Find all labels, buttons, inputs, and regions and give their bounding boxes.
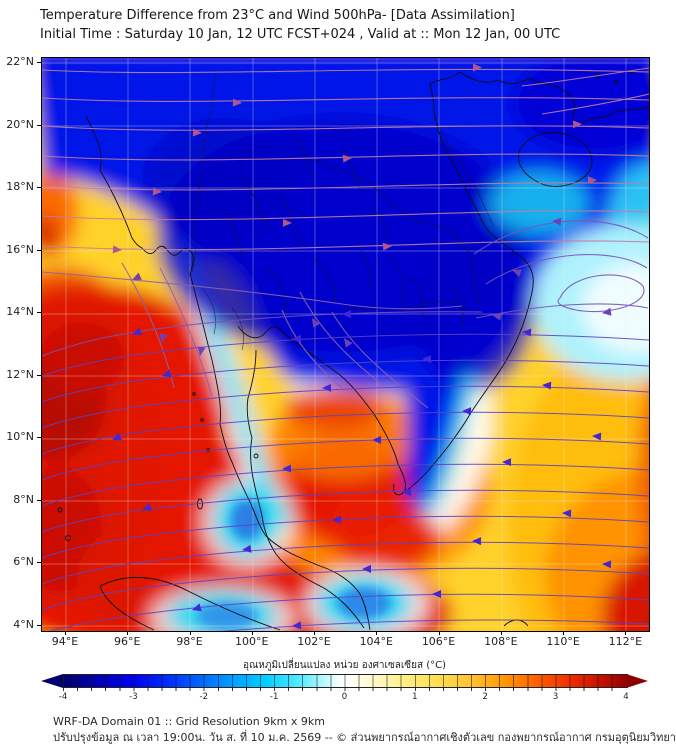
x-tick-mark xyxy=(314,631,316,635)
x-tick-label: 102°E xyxy=(297,635,331,648)
y-tick-label: 16°N xyxy=(6,242,34,256)
x-tick-label: 94°E xyxy=(51,635,79,648)
x-tick-label: 104°E xyxy=(359,635,394,648)
colorbar-title: อุณหภูมิเปลี่ยนแปลง หน่วย องศาเซลเซียส (… xyxy=(242,660,447,671)
y-tick-mark xyxy=(37,499,41,501)
colorbar-tick-label: 3 xyxy=(552,692,559,702)
y-tick-mark xyxy=(37,312,41,314)
x-tick-mark xyxy=(251,631,253,635)
colorbar: -4 -3 -2 -1 0 1 2 3 4 xyxy=(41,674,648,706)
x-tick-label: 100°E xyxy=(235,635,269,648)
y-tick-label: 14°N xyxy=(6,305,34,319)
map-svg xyxy=(42,58,649,631)
y-tick-label: 4°N xyxy=(13,617,34,631)
colorbar-segments xyxy=(63,674,626,688)
x-tick-label: 106°E xyxy=(421,635,456,648)
latitude-axis: 22°N 20°N 18°N 16°N 14°N 12°N 10°N 8°N 6°N 4°N xyxy=(0,55,41,632)
x-tick-label: 96°E xyxy=(114,635,141,648)
longitude-axis: 94°E 96°E 98°E 100°E 102°E 104°E 106°E 108°E 110… xyxy=(41,631,650,651)
x-tick-mark xyxy=(625,631,627,635)
colorbar-right-arrow xyxy=(626,674,648,688)
footer-line2: ปรับปรุงข้อมูล ณ เวลา 19:00น. วัน ส. ที่… xyxy=(53,731,676,744)
colorbar-tick-label: -4 xyxy=(58,692,68,702)
colorbar-ticks xyxy=(63,688,626,691)
y-tick-mark xyxy=(37,624,41,626)
x-tick-label: 112°E xyxy=(608,635,643,648)
y-tick-mark xyxy=(37,562,41,564)
x-tick-mark xyxy=(189,631,191,635)
y-tick-mark xyxy=(37,187,41,189)
x-tick-label: 108°E xyxy=(484,635,518,648)
colorbar-tick-label: 0 xyxy=(341,692,348,702)
y-tick-label: 18°N xyxy=(6,180,34,194)
y-tick-label: 20°N xyxy=(6,117,34,131)
title-line2: Initial Time : Saturday 10 Jan, 12 UTC F… xyxy=(40,27,561,42)
colorbar-tick-label: 2 xyxy=(482,692,488,702)
y-tick-label: 6°N xyxy=(13,555,34,569)
footer-credits: WRF-DA Domain 01 :: Grid Resolution 9km … xyxy=(53,714,676,746)
colorbar-tick-label: 1 xyxy=(412,692,418,702)
colorbar-tick-label: -1 xyxy=(269,692,279,702)
x-tick-mark xyxy=(127,631,129,635)
y-tick-label: 10°N xyxy=(6,430,34,444)
y-tick-mark xyxy=(37,249,41,251)
streamline-arrows xyxy=(112,63,612,630)
y-tick-mark xyxy=(37,374,41,376)
footer-line1: WRF-DA Domain 01 :: Grid Resolution 9km … xyxy=(53,715,325,728)
x-tick-label: 110°E xyxy=(546,635,580,648)
y-tick-label: 12°N xyxy=(6,367,34,381)
x-tick-mark xyxy=(65,631,66,635)
y-tick-mark xyxy=(37,124,41,126)
map-gridlines xyxy=(42,58,649,631)
coastlines xyxy=(57,70,649,631)
x-tick-label: 98°E xyxy=(176,635,203,648)
colorbar-tick-label: -2 xyxy=(199,692,208,702)
wind-streamlines xyxy=(42,67,649,631)
y-tick-label: 8°N xyxy=(13,492,34,506)
y-tick-label: 22°N xyxy=(6,55,34,68)
y-tick-mark xyxy=(37,437,41,439)
x-tick-mark xyxy=(438,631,440,635)
colorbar-left-arrow xyxy=(41,674,63,688)
x-tick-mark xyxy=(563,631,565,635)
x-tick-mark xyxy=(500,631,502,635)
admin-borders xyxy=(191,69,495,351)
plot-titles: Temperature Difference from 23°C and Win… xyxy=(40,6,560,44)
colorbar-tick-label: -3 xyxy=(129,692,138,702)
colorbar-tick-label: 4 xyxy=(623,692,629,702)
y-tick-mark xyxy=(37,62,41,63)
weather-map-canvas xyxy=(41,57,650,632)
title-line1: Temperature Difference from 23°C and Win… xyxy=(40,8,515,23)
x-tick-mark xyxy=(376,631,378,635)
